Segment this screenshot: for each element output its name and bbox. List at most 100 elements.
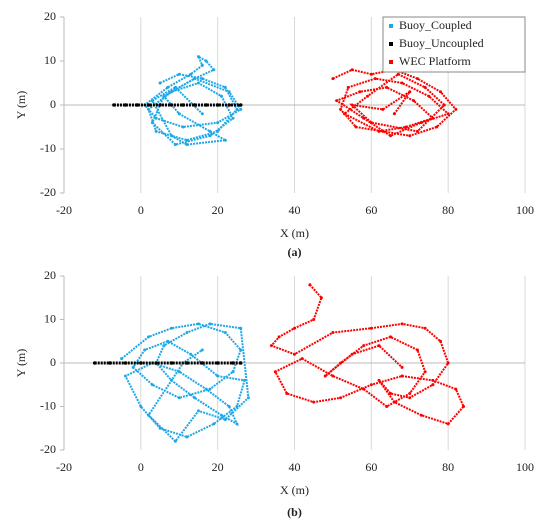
point <box>419 413 423 417</box>
point <box>208 134 212 138</box>
point <box>135 103 139 107</box>
point <box>196 322 200 326</box>
y-tick-label: 10 <box>44 311 56 325</box>
point <box>185 435 189 439</box>
point <box>204 387 208 391</box>
point <box>173 85 177 89</box>
point <box>385 85 389 89</box>
point <box>177 72 181 76</box>
point <box>200 63 204 67</box>
point <box>177 396 181 400</box>
point <box>400 322 404 326</box>
point <box>185 138 189 142</box>
point <box>200 348 204 352</box>
point <box>400 374 404 378</box>
point <box>154 116 158 120</box>
point <box>400 365 404 369</box>
point <box>319 296 323 300</box>
point <box>312 400 316 404</box>
point <box>123 103 128 107</box>
x-tick-label: 80 <box>442 203 454 217</box>
point <box>369 383 373 387</box>
x-tick-label: 100 <box>516 203 534 217</box>
point <box>223 331 227 335</box>
point <box>239 348 243 352</box>
point <box>92 361 97 365</box>
point <box>385 405 389 408</box>
y-axis-label: Y (m) <box>14 349 28 378</box>
y-axis-label: Y (m) <box>14 91 28 120</box>
y-tick-label: 0 <box>50 97 56 111</box>
x-axis-label: X (m) <box>280 226 309 240</box>
point <box>193 396 197 400</box>
point <box>173 439 177 443</box>
point <box>212 68 216 72</box>
x-tick-label: 0 <box>138 203 144 217</box>
legend-marker <box>389 60 393 64</box>
point <box>204 103 208 107</box>
x-tick-label: 40 <box>289 460 301 474</box>
point <box>150 121 154 125</box>
trajectory <box>120 322 250 443</box>
point <box>154 129 158 133</box>
point <box>158 103 162 107</box>
point <box>389 335 393 339</box>
point <box>243 378 247 382</box>
point <box>331 374 335 378</box>
point <box>415 77 419 81</box>
point <box>392 112 396 116</box>
point <box>200 361 205 365</box>
point <box>108 361 112 365</box>
point <box>169 361 174 365</box>
x-tick-label: 20 <box>212 460 224 474</box>
point <box>147 335 151 339</box>
point <box>185 361 189 365</box>
point <box>308 283 312 287</box>
point <box>423 85 427 89</box>
point <box>454 387 458 391</box>
point <box>208 387 212 391</box>
point <box>239 326 243 330</box>
point <box>147 413 151 417</box>
point <box>147 107 151 111</box>
point <box>177 112 181 116</box>
point <box>362 387 366 391</box>
point <box>170 134 174 138</box>
point <box>462 405 466 408</box>
x-tick-label: 20 <box>212 203 224 217</box>
point <box>350 352 354 356</box>
point <box>246 396 250 400</box>
point <box>189 352 193 356</box>
point <box>185 143 189 147</box>
point <box>415 129 419 133</box>
point <box>173 143 177 147</box>
point <box>354 125 358 129</box>
point <box>235 422 239 426</box>
point <box>235 107 239 111</box>
point <box>196 55 200 59</box>
point <box>273 370 277 374</box>
point <box>181 125 185 129</box>
point <box>446 361 450 365</box>
y-tick-label: 0 <box>50 355 56 369</box>
point <box>408 134 412 138</box>
point <box>208 129 212 133</box>
point <box>408 90 412 94</box>
point <box>331 331 335 335</box>
point <box>350 103 354 107</box>
point <box>162 94 166 98</box>
point <box>170 90 174 94</box>
point <box>177 370 181 374</box>
point <box>192 103 197 107</box>
point <box>196 409 200 413</box>
point <box>216 121 220 125</box>
point <box>365 94 369 98</box>
caption: (a) <box>288 245 302 259</box>
y-tick-label: -10 <box>40 398 56 412</box>
point <box>431 378 435 382</box>
point <box>431 383 435 387</box>
point <box>377 378 381 382</box>
point <box>300 357 304 361</box>
point <box>442 103 446 107</box>
